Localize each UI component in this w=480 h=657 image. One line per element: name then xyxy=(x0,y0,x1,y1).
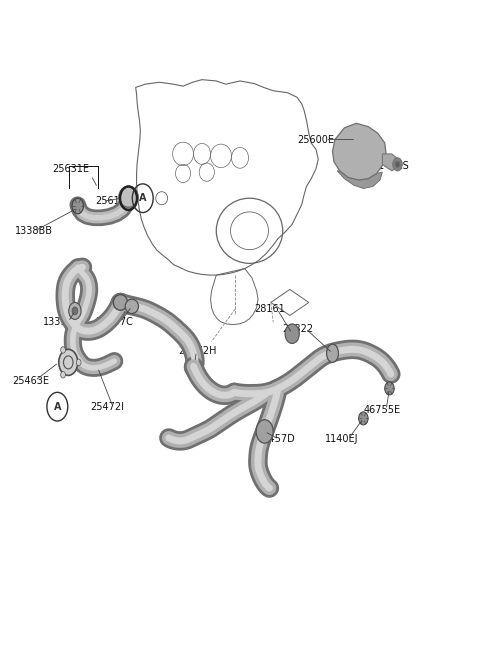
Text: 25631E: 25631E xyxy=(53,164,90,174)
Text: 13396: 13396 xyxy=(43,317,74,327)
Text: A: A xyxy=(139,193,146,203)
Text: 25457C: 25457C xyxy=(96,317,133,327)
Text: 25457D: 25457D xyxy=(257,434,295,444)
Circle shape xyxy=(359,412,368,425)
Text: 1338BB: 1338BB xyxy=(14,226,53,236)
Text: 25615G: 25615G xyxy=(96,196,134,206)
Circle shape xyxy=(72,307,78,315)
Ellipse shape xyxy=(125,299,138,313)
Circle shape xyxy=(72,198,84,214)
Text: 46755E: 46755E xyxy=(363,405,400,415)
Text: 25463E: 25463E xyxy=(12,376,49,386)
Circle shape xyxy=(59,350,78,375)
Circle shape xyxy=(393,158,402,171)
Text: 25472I: 25472I xyxy=(91,401,124,412)
Ellipse shape xyxy=(119,187,138,208)
Text: 1140ES: 1140ES xyxy=(373,161,409,171)
Circle shape xyxy=(60,371,65,378)
Ellipse shape xyxy=(326,344,338,363)
Circle shape xyxy=(60,347,65,353)
Text: 25322: 25322 xyxy=(283,323,314,334)
Circle shape xyxy=(285,324,300,344)
Polygon shape xyxy=(383,154,399,171)
Text: 1140EJ: 1140EJ xyxy=(325,434,359,444)
Circle shape xyxy=(76,359,81,366)
Text: A: A xyxy=(54,401,61,412)
Circle shape xyxy=(384,382,394,395)
Circle shape xyxy=(395,161,400,168)
Circle shape xyxy=(256,420,273,443)
Text: 28161: 28161 xyxy=(254,304,285,314)
Text: 25472H: 25472H xyxy=(179,346,217,356)
Polygon shape xyxy=(337,171,383,189)
Polygon shape xyxy=(333,124,386,180)
Ellipse shape xyxy=(113,294,128,310)
Circle shape xyxy=(69,302,81,319)
Text: 25600E: 25600E xyxy=(297,135,334,145)
